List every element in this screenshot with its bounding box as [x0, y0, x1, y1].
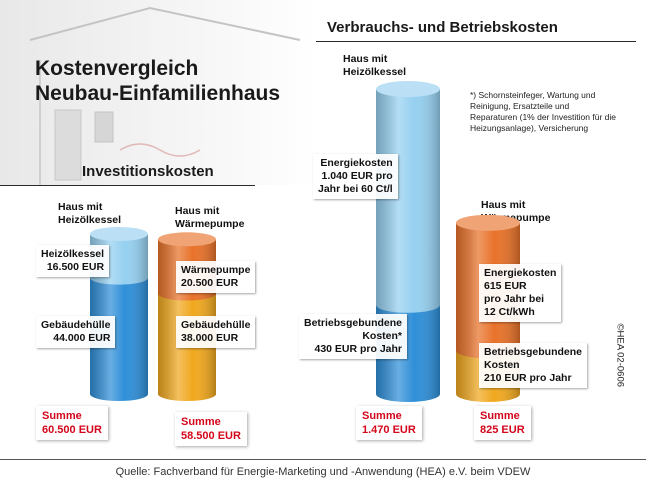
section-rule-running [316, 41, 636, 42]
investment-oil-envelope-label: Gebäudehülle 44.000 EUR [36, 316, 116, 348]
copyright: ©HEA 02-0606 [614, 323, 626, 388]
investment-oil-boiler-label: Heizölkessel 16.500 EUR [36, 245, 110, 277]
bar-1-0-segment-1 [376, 81, 440, 313]
footnote: *) Schornsteinfeger, Wartung und Reinigu… [470, 90, 616, 133]
investment-oil-header: Haus mit Heizölkessel [58, 201, 122, 226]
running-heatpump-energy-label: Energiekosten 615 EUR pro Jahr bei 12 Ct/kW… [479, 264, 562, 322]
investment-heatpump-envelope-label: Gebäudehülle 38.000 EUR [176, 316, 256, 348]
chart-title: Kostenvergleich Neubau-Einfamilienhaus [35, 57, 281, 105]
running-heatpump-operating-label: Betriebsgebundene Kosten 210 EUR pro Jahr [479, 343, 588, 388]
source-rule [0, 459, 646, 460]
investment-oil-total: Summe 60.500 EUR [36, 406, 108, 440]
section-title-investment: Investitionskosten [82, 163, 214, 180]
source-caption: Quelle: Fachverband für Energie-Marketin… [115, 466, 531, 478]
running-heatpump-total: Summe 825 EUR [474, 406, 531, 440]
investment-heatpump-total: Summe 58.500 EUR [175, 412, 247, 446]
running-oil-header: Haus mit Heizölkessel [343, 53, 407, 78]
running-oil-energy-label: Energiekosten 1.040 EUR pro Jahr bei 60 Ct… [313, 154, 398, 199]
investment-heatpump-unit-label: Wärmepumpe 20.500 EUR [176, 261, 256, 293]
section-rule-investment [0, 185, 255, 186]
bar-0-0-segment-0 [90, 277, 148, 401]
running-oil-operating-label: Betriebsgebundene Kosten* 430 EUR pro Jahr [299, 314, 408, 359]
running-oil-total: Summe 1.470 EUR [356, 406, 422, 440]
section-title-running: Verbrauchs- und Betriebskosten [327, 19, 558, 36]
investment-heatpump-header: Haus mit Wärmepumpe [175, 205, 245, 230]
